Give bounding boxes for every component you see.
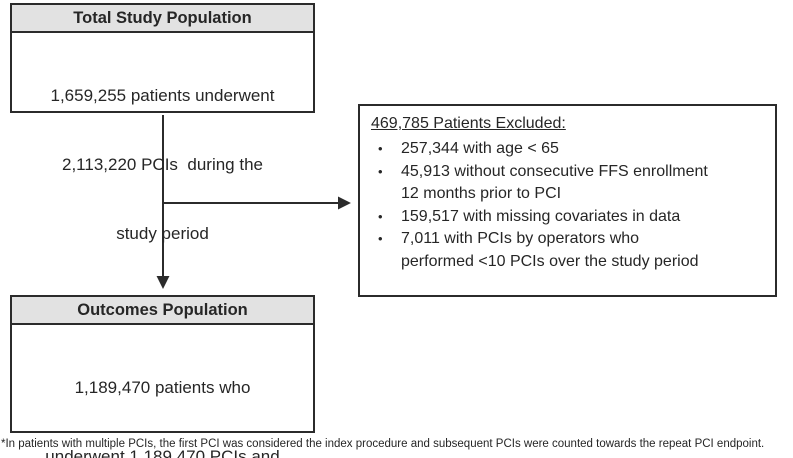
outcomes-box-title: Outcomes Population [12, 297, 313, 325]
exclusion-list: • 257,344 with age < 65 • 45,913 without… [371, 138, 767, 273]
exclusion-item-line: 12 months prior to PCI [401, 185, 562, 202]
exclusion-item-line: 45,913 without consecutive FFS enrollmen… [401, 162, 708, 180]
exclusion-item: • 45,913 without consecutive FFS enrollm… [371, 161, 767, 206]
exclusion-item-line: performed <10 PCIs over the study period [401, 252, 699, 270]
total-box-line: 2,113,220 PCIs during the [62, 155, 263, 174]
bullet-icon: • [378, 141, 383, 156]
bullet-icon: • [378, 231, 383, 246]
total-box-line: 1,659,255 patients underwent [50, 86, 275, 105]
outcomes-box-body: 1,189,470 patients who underwent 1,189,4… [12, 325, 313, 458]
exclusion-item-line: 257,344 with age < 65 [401, 140, 559, 157]
bullet-icon: • [378, 163, 383, 179]
exclusion-box-title: 469,785 Patients Excluded: [371, 115, 566, 132]
outcomes-box-line: underwent 1,189,470 PCIs and [45, 447, 280, 458]
exclusion-item-line: 159,517 with missing covariates in data [401, 207, 681, 225]
exclusion-item-line: 7,011 with PCIs by operators who [401, 230, 640, 247]
total-box-title: Total Study Population [12, 5, 313, 33]
outcomes-box-line: 1,189,470 patients who [74, 378, 251, 397]
total-box-line: study period [116, 224, 209, 243]
total-box-body: 1,659,255 patients underwent 2,113,220 P… [12, 33, 313, 291]
outcomes-population-box: Outcomes Population 1,189,470 patients w… [10, 295, 315, 458]
exclusion-item: • 7,011 with PCIs by operators who perfo… [371, 228, 767, 273]
footnote-text: *In patients with multiple PCIs, the fir… [1, 438, 765, 450]
total-study-population-box: Total Study Population 1,659,255 patient… [10, 3, 315, 243]
exclusion-item: • 159,517 with missing covariates in dat… [371, 206, 767, 229]
exclusion-item: • 257,344 with age < 65 [371, 138, 767, 161]
patients-excluded-box: 469,785 Patients Excluded: • 257,344 wit… [358, 104, 777, 297]
bullet-icon: • [378, 208, 383, 224]
